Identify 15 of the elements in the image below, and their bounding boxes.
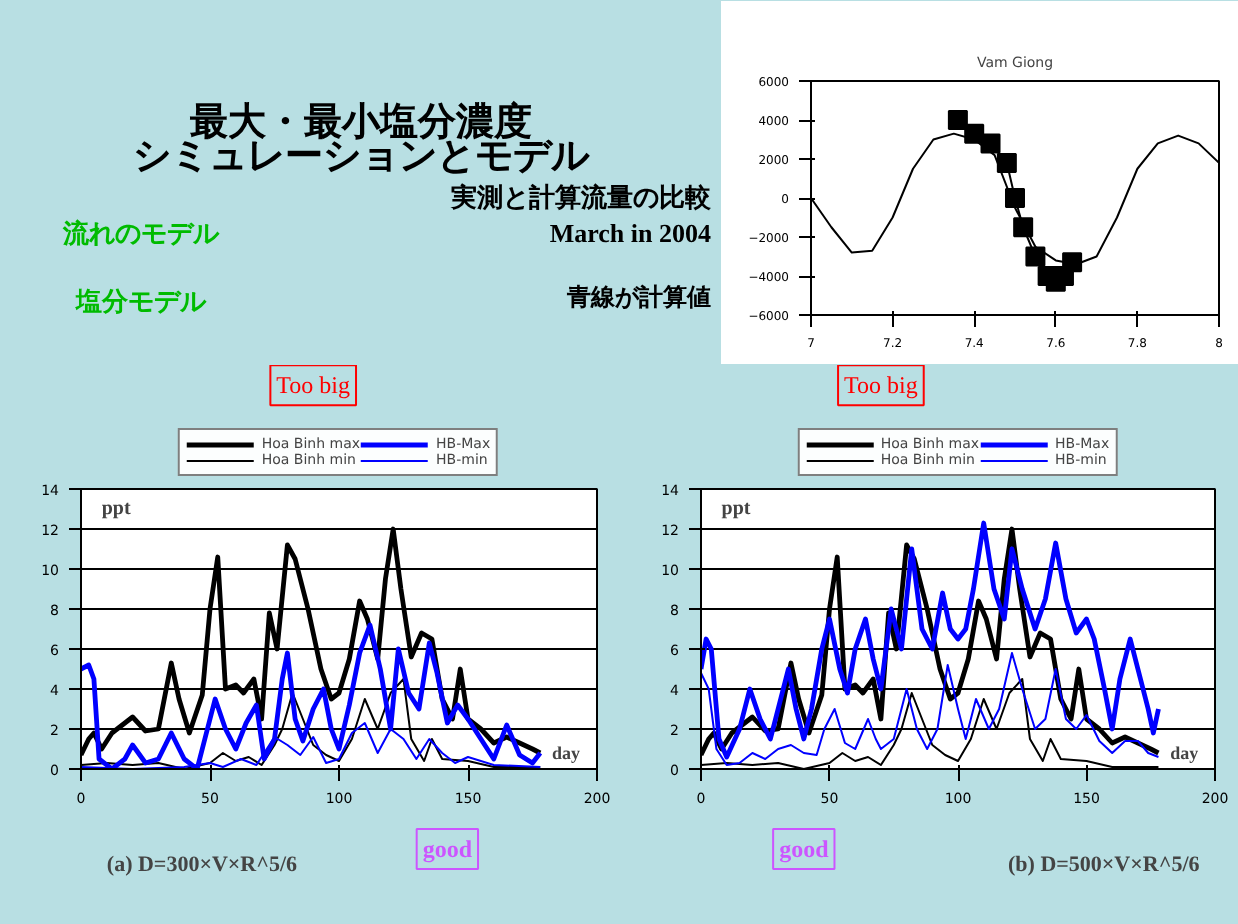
text: good bbox=[422, 835, 473, 863]
y-axis-title: ppt bbox=[721, 497, 752, 520]
text: Too big bbox=[276, 371, 351, 400]
text: (b) D=500×V×R^5/6 bbox=[1008, 853, 1201, 877]
x-axis-title: day bbox=[1170, 743, 1200, 764]
text: 青線が計算値 bbox=[565, 283, 711, 311]
x-axis-title: day bbox=[552, 743, 582, 764]
text: Too big bbox=[844, 371, 918, 400]
text: 実測と計算流量の比較 bbox=[449, 182, 713, 215]
y-axis-title: ppt bbox=[101, 497, 132, 520]
text: 塩分モデル bbox=[74, 288, 208, 319]
text: good bbox=[779, 835, 830, 863]
text: 流れのモデル bbox=[61, 218, 221, 251]
text: March in 2004 bbox=[549, 217, 712, 248]
text: (a) D=300×V×R^5/6 bbox=[106, 853, 299, 877]
